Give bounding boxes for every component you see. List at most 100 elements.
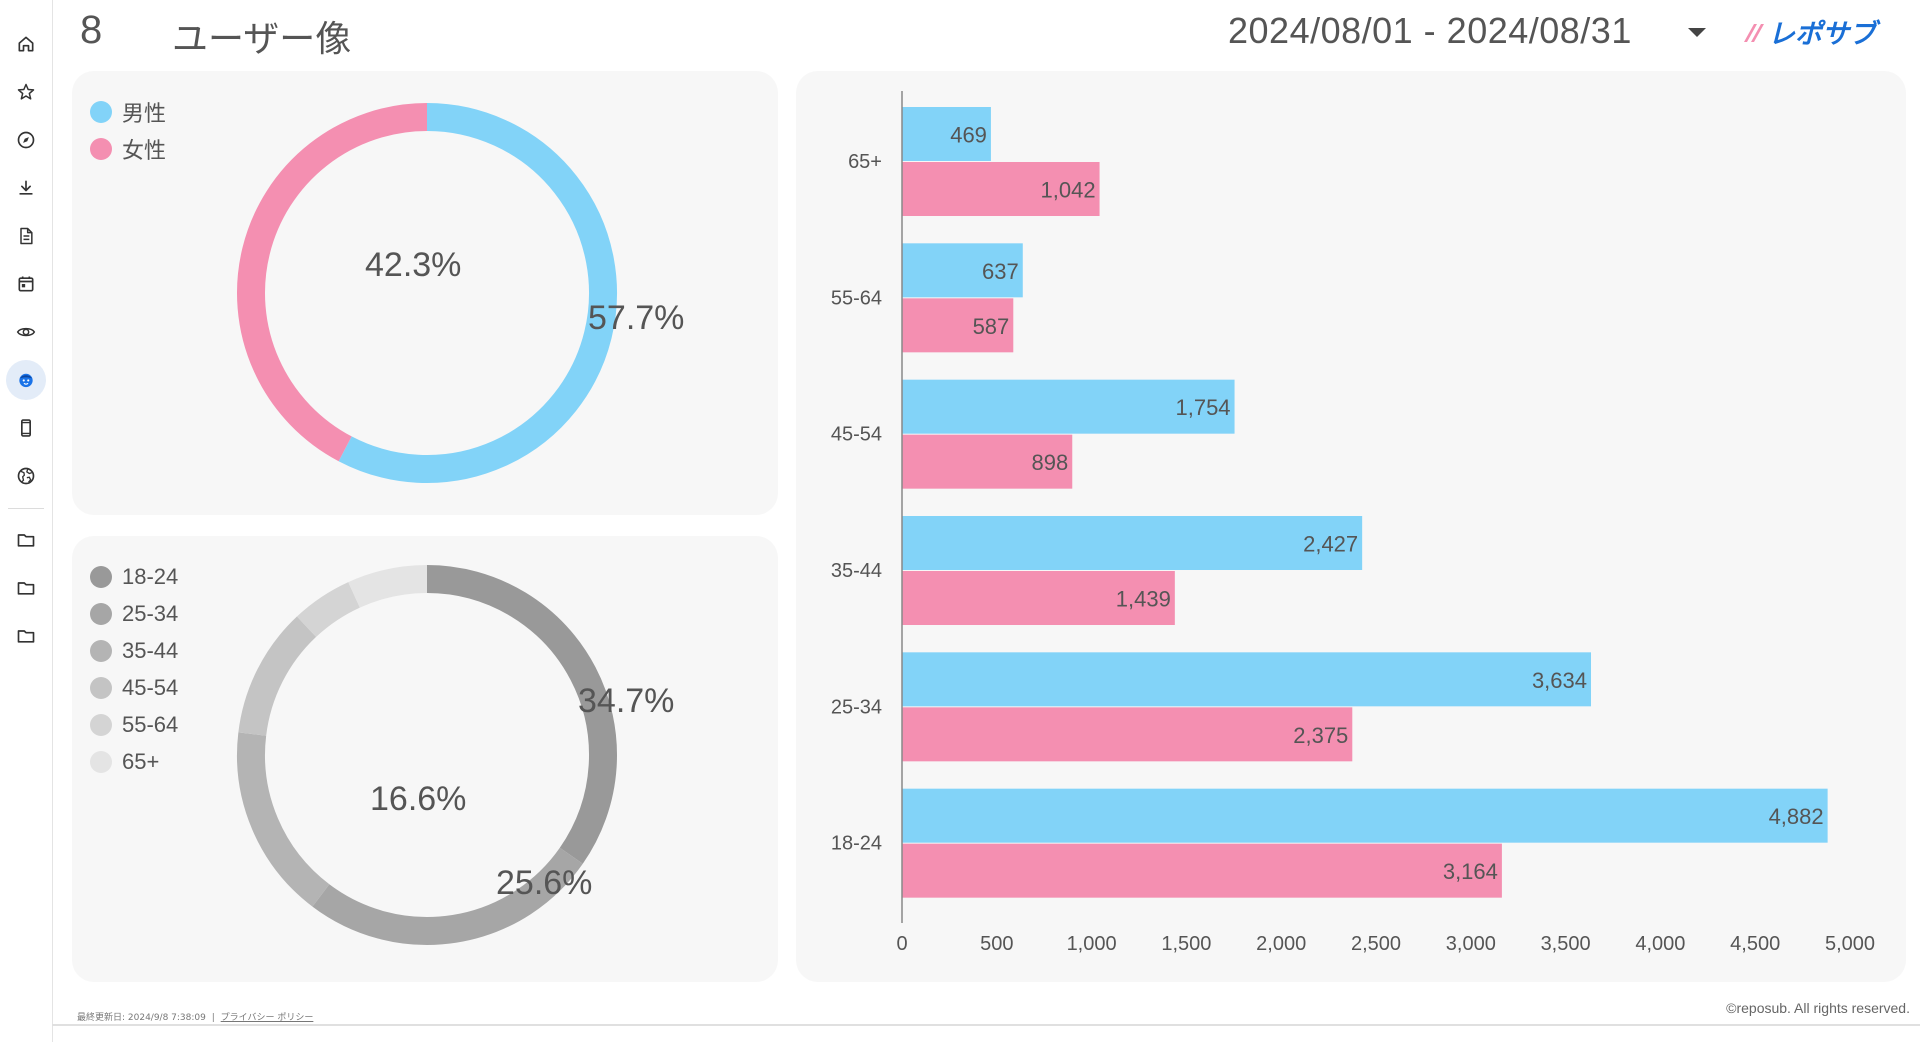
legend-dot (90, 750, 112, 773)
bar-男性-18-24[interactable] (902, 788, 1828, 843)
bar-value-label: 637 (982, 259, 1019, 284)
age-legend: 18-24 25-34 35-44 45-54 55-64 65+ (90, 558, 178, 780)
legend-label: 45-54 (122, 674, 179, 700)
age-slice-55-64[interactable] (296, 582, 361, 638)
x-tick-label: 3,500 (1541, 933, 1591, 955)
face-icon (19, 373, 33, 388)
bar-女性-45-54[interactable] (902, 434, 1073, 489)
age-slice-18-24[interactable] (426, 565, 617, 864)
category-label: 45-54 (831, 424, 882, 446)
privacy-policy-link[interactable]: プライバシー ポリシー (220, 1013, 314, 1023)
legend-dot (90, 713, 112, 736)
gender-slice-男性[interactable] (338, 103, 617, 483)
x-tick-label: 3,000 (1446, 933, 1496, 955)
x-tick-label: 2,500 (1351, 933, 1401, 955)
gender-slice-女性[interactable] (237, 103, 428, 462)
bar-value-label: 898 (1032, 450, 1069, 475)
nav-calendar[interactable] (6, 264, 46, 304)
age-donut (237, 565, 617, 945)
nav-favorites[interactable] (6, 72, 46, 112)
bar-女性-55-64[interactable] (902, 298, 1014, 353)
nav-home[interactable] (6, 24, 46, 64)
x-tick-label: 4,000 (1635, 933, 1685, 955)
legend-dot-male (90, 100, 112, 123)
nav-document[interactable] (6, 216, 46, 256)
nav-folder-2[interactable] (6, 568, 46, 608)
legend-dot (90, 565, 112, 588)
gender-card: 男性 女性 57.7% 42.3% (72, 71, 778, 515)
legend-item-35-44[interactable]: 35-44 (90, 632, 178, 669)
bar-男性-65+[interactable] (902, 107, 991, 161)
x-tick-label: 2,000 (1256, 933, 1306, 955)
age-slice-45-54[interactable] (238, 616, 317, 736)
legend-label: 65+ (122, 748, 160, 774)
legend-item-65-plus[interactable]: 65+ (90, 743, 178, 780)
calendar-icon (18, 276, 34, 292)
last-updated: 最終更新日: 2024/9/8 7:38:09 (77, 1013, 206, 1023)
bar-男性-35-44[interactable] (902, 516, 1363, 570)
smartphone-icon (21, 419, 31, 437)
bar-value-label: 3,164 (1443, 859, 1498, 884)
donut-label-35-44: 16.6% (370, 780, 467, 818)
category-label: 55-64 (831, 287, 882, 309)
globe-icon (17, 467, 35, 485)
legend-label: 女性 (122, 137, 167, 163)
category-label: 65+ (848, 151, 882, 173)
legend-item-55-64[interactable]: 55-64 (90, 706, 178, 743)
eye-icon (16, 327, 36, 337)
bar-男性-25-34[interactable] (902, 652, 1592, 707)
x-tick-label: 5,000 (1825, 933, 1875, 955)
age-slice-25-34[interactable] (312, 847, 583, 945)
bar-value-label: 3,634 (1532, 668, 1587, 693)
copyright: ©reposub. All rights reserved. (1726, 1000, 1910, 1016)
bar-value-label: 1,439 (1116, 587, 1171, 612)
nav-folder-1[interactable] (6, 520, 46, 560)
legend-dot (90, 602, 112, 625)
legend-item-45-54[interactable]: 45-54 (90, 669, 178, 706)
donut-label-18-24: 34.7% (578, 682, 675, 720)
age-slice-35-44[interactable] (237, 732, 330, 907)
legend-item-18-24[interactable]: 18-24 (90, 558, 178, 595)
legend-dot (90, 676, 112, 699)
footer-separator: | (211, 1013, 215, 1023)
age-gender-bar-card: 469 1,042 65+ 637 587 55-64 1,754 898 45-54 2,427… (796, 71, 1906, 982)
age-gender-bar-chart: 469 1,042 65+ 637 587 55-64 1,754 898 45-54 2,427… (831, 91, 1875, 955)
legend-label: 25-34 (122, 600, 179, 626)
bar-女性-18-24[interactable] (902, 843, 1502, 898)
bar-女性-25-34[interactable] (902, 707, 1353, 762)
nav-views[interactable] (6, 312, 46, 352)
x-tick-label: 500 (980, 933, 1013, 955)
nav-device[interactable] (6, 408, 46, 448)
page-title: ユーザー像 (172, 19, 352, 60)
nav-download[interactable] (6, 168, 46, 208)
legend-label: 55-64 (122, 711, 179, 737)
nav-folder-3[interactable] (6, 616, 46, 656)
nav-user-profile[interactable] (6, 360, 46, 400)
bar-女性-65+[interactable] (902, 162, 1100, 216)
brand-logo: レポサブ (1744, 19, 1881, 49)
age-slice-65+[interactable] (348, 565, 428, 608)
bar-男性-45-54[interactable] (902, 379, 1235, 434)
nav-explore[interactable] (6, 120, 46, 160)
nav-region[interactable] (6, 456, 46, 496)
legend-item-male[interactable]: 男性 (90, 93, 166, 130)
bar-value-label: 1,754 (1175, 395, 1230, 420)
gender-donut (237, 103, 617, 483)
donut-label-female: 42.3% (365, 246, 462, 284)
date-range-picker[interactable]: 2024/08/01 - 2024/08/31 (1228, 10, 1632, 51)
bar-男性-55-64[interactable] (902, 243, 1023, 298)
bar-女性-35-44[interactable] (902, 571, 1175, 625)
donut-label-25-34: 25.6% (496, 864, 593, 902)
folder-icon (17, 630, 35, 643)
legend-item-female[interactable]: 女性 (90, 130, 166, 167)
svg-text:レポサブ: レポサブ (1768, 19, 1881, 49)
date-range-dropdown-caret[interactable] (1688, 28, 1706, 37)
x-tick-label: 4,500 (1730, 933, 1780, 955)
bar-value-label: 469 (950, 123, 987, 148)
x-tick-label: 1,000 (1067, 933, 1117, 955)
legend-item-25-34[interactable]: 25-34 (90, 595, 178, 632)
age-card: 18-24 25-34 35-44 45-54 55-64 65+ 34.7% … (72, 536, 778, 982)
bar-value-label: 2,375 (1293, 723, 1348, 748)
folder-icon (17, 582, 35, 595)
bar-value-label: 587 (973, 314, 1010, 339)
